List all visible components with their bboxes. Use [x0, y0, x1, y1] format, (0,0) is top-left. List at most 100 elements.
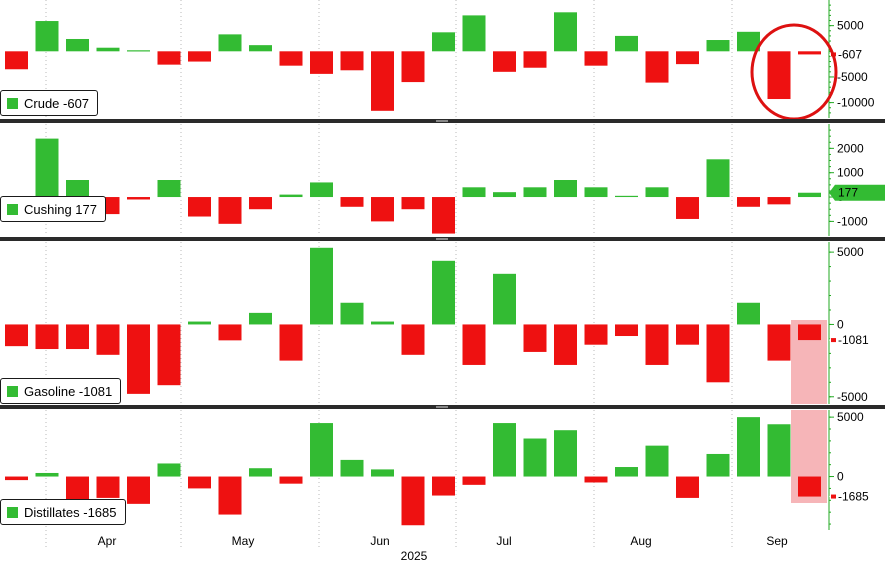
panel-distillates: 5000 0 -1685 [5, 410, 885, 530]
bar [66, 324, 89, 350]
bar [401, 476, 425, 526]
bar [371, 469, 394, 477]
bar [584, 51, 608, 66]
bar [279, 324, 303, 361]
bar [401, 324, 425, 355]
bar [96, 324, 120, 355]
separator-handle [436, 120, 448, 122]
bar [157, 51, 181, 65]
bar [340, 459, 364, 477]
legend-label: Cushing 177 [24, 201, 97, 217]
bar [66, 180, 89, 198]
bar [96, 47, 120, 52]
last-value-tag [829, 332, 885, 349]
bar [340, 197, 364, 207]
bar [737, 302, 760, 325]
bar [66, 38, 89, 52]
bar [462, 187, 486, 198]
bar [310, 423, 333, 477]
bar [401, 197, 425, 210]
bar [279, 476, 303, 484]
bar [798, 51, 821, 55]
bar [737, 197, 760, 207]
bar [279, 51, 303, 66]
legend-gasoline: Gasoline -1081 [0, 378, 122, 404]
bar [35, 138, 59, 198]
bar [584, 187, 608, 198]
bar [493, 423, 516, 477]
bar [493, 51, 516, 72]
bar [157, 180, 181, 198]
highlight-circle [750, 23, 838, 121]
bar [157, 324, 181, 386]
bar [615, 324, 638, 337]
bar [462, 476, 486, 485]
bar [249, 468, 272, 477]
y-tick-label: 2000 [837, 141, 864, 155]
bar [645, 324, 669, 365]
bar [554, 430, 577, 477]
legend-label: Gasoline -1081 [24, 383, 113, 399]
bar [279, 194, 303, 198]
bar [584, 476, 608, 483]
bar [798, 192, 821, 198]
y-tick-label: 0 [837, 470, 844, 484]
bar [371, 197, 394, 222]
legend-label: Distillates -1685 [24, 504, 117, 520]
x-month-label: Jul [496, 534, 511, 548]
bar [676, 51, 699, 65]
bar [676, 476, 699, 498]
y-tick-label: 5000 [837, 410, 864, 424]
bar [127, 197, 150, 200]
bar [218, 34, 242, 52]
x-month-label: Aug [630, 534, 651, 548]
bar [706, 324, 730, 383]
bar [615, 35, 638, 52]
bar [401, 51, 425, 83]
bar [523, 324, 547, 352]
last-value-label: -607 [838, 47, 862, 61]
bar [188, 197, 211, 217]
bar [249, 45, 272, 52]
bar [96, 476, 120, 498]
bar [493, 273, 516, 325]
last-value-tag [829, 184, 885, 201]
bar [462, 15, 486, 52]
separator-handle [436, 238, 448, 240]
bar [310, 182, 333, 198]
bar [218, 324, 242, 341]
bar [554, 180, 577, 198]
y-tick-label: -10000 [837, 96, 875, 110]
bar [706, 159, 730, 198]
legend-crude: Crude -607 [0, 90, 99, 116]
bar [127, 324, 150, 394]
bar [523, 51, 547, 68]
last-value-tag [829, 488, 885, 505]
bar [5, 51, 28, 70]
bar [615, 467, 638, 477]
bar [35, 21, 59, 52]
bar [523, 438, 547, 477]
bar [249, 312, 272, 325]
panel-gasoline: 5000 0 -5000 -1081 [5, 242, 885, 404]
last-value-tag [829, 46, 885, 63]
legend-label: Crude -607 [24, 95, 90, 111]
bar [371, 51, 394, 111]
bar [584, 324, 608, 345]
bar [218, 197, 242, 224]
bar [676, 324, 699, 345]
bar [432, 197, 455, 234]
bar [188, 321, 211, 325]
bar [340, 302, 364, 325]
bar [310, 51, 333, 74]
legend-swatch [7, 506, 18, 518]
bar [188, 51, 211, 62]
last-value-label: 177 [838, 186, 858, 200]
bar [249, 197, 272, 210]
y-tick-label: 5000 [837, 19, 864, 33]
bar [706, 453, 730, 477]
bar [493, 192, 516, 198]
y-tick-label: 1000 [837, 166, 864, 180]
